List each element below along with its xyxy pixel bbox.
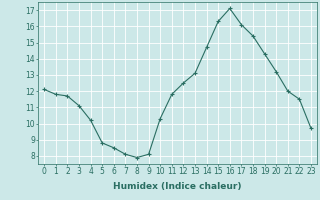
X-axis label: Humidex (Indice chaleur): Humidex (Indice chaleur) [113,182,242,191]
